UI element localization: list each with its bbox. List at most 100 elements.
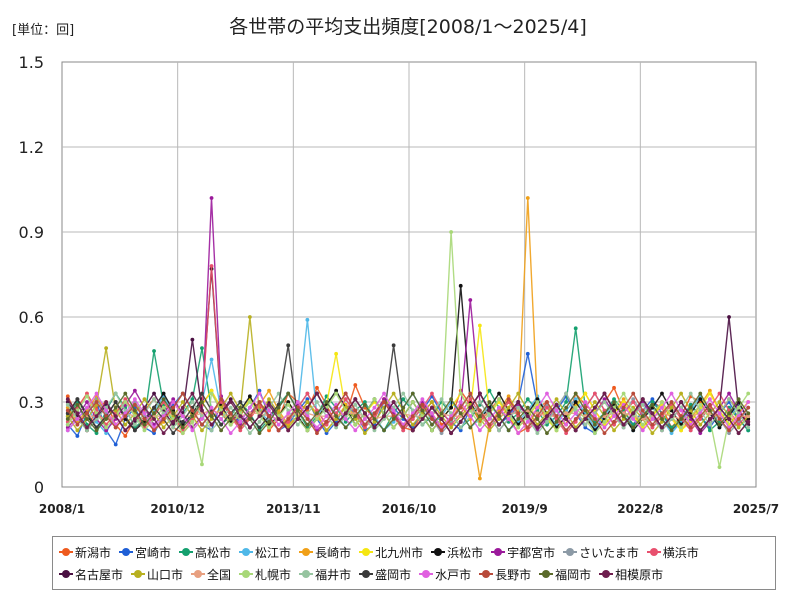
data-point [468,298,473,302]
data-point [305,422,310,427]
data-point [238,428,243,433]
legend-label: 高松市 [195,545,232,560]
data-point [247,425,252,430]
data-point [746,414,751,419]
data-point [640,428,645,433]
data-point [468,405,473,410]
data-point [592,422,597,427]
data-point [410,391,415,396]
chart-svg: [単位：回] 各世帯の平均支出頻度[2008/1～2025/4] 0 0.3 0.6… [12,16,779,516]
data-point [612,408,616,413]
data-point [525,196,530,200]
data-point [113,425,118,430]
data-point [458,283,463,288]
legend-marker-icon [599,569,614,579]
data-point [688,428,693,433]
data-point [353,422,358,427]
data-point [727,431,731,436]
data-point [487,422,492,427]
data-point [430,417,434,421]
data-point [612,414,616,419]
data-point [679,408,684,413]
data-point [391,417,396,421]
data-point [152,411,156,416]
data-point [142,417,147,421]
data-point [679,428,684,433]
legend-label: 名古屋市 [75,567,124,582]
data-point [439,428,444,433]
data-point [85,411,89,416]
data-point [497,414,501,419]
data-point [123,428,128,433]
data-point [401,405,406,410]
data-point [506,405,511,410]
legend-label: 山口市 [147,567,184,582]
data-point [554,402,559,407]
series-line [67,392,749,435]
data-point [161,405,166,410]
data-point [305,317,310,322]
data-point [171,419,176,424]
data-point [247,315,252,319]
data-point [305,397,310,402]
data-point [707,428,712,433]
data-point [449,230,454,234]
data-point [315,431,319,436]
data-point [746,428,751,433]
data-point [554,428,559,433]
data-point [420,422,425,427]
data-point [238,414,243,419]
legend-label: 長崎市 [315,545,352,560]
data-point [545,391,549,396]
data-point [477,414,482,419]
data-point [564,405,569,410]
legend-item: 横浜市 [646,541,699,563]
data-point [669,405,674,410]
data-point [545,431,549,436]
y-tick-label: 0.6 [19,308,44,327]
legend-marker-icon [239,547,254,557]
data-point [190,391,195,396]
data-point [85,417,89,421]
legend-item: 札幌市 [239,563,291,585]
data-point [372,425,377,430]
data-point [123,391,128,396]
data-point [707,388,712,393]
data-point [583,417,588,421]
data-point [602,419,607,424]
data-point [458,391,463,396]
data-point [602,411,607,416]
y-tick-label: 0.9 [19,223,44,242]
data-point [516,425,521,430]
data-point [545,419,549,424]
legend-label: 北九州市 [375,545,424,560]
data-point [209,422,214,427]
data-point [104,428,109,433]
data-point [650,422,655,427]
series-20 [65,391,751,436]
data-point [650,397,655,402]
data-point [190,428,195,433]
data-point [247,394,252,399]
data-point [276,405,281,410]
data-point [286,391,291,396]
data-point [497,428,501,433]
data-point [382,414,386,419]
data-point [506,397,511,402]
data-point [171,411,176,416]
data-point [219,417,224,421]
data-point [228,411,233,416]
data-point [401,414,406,419]
data-point [343,411,348,416]
data-point [94,391,99,396]
legend-marker-icon [419,569,434,579]
data-point [324,400,329,404]
data-point [132,428,137,433]
data-point [391,391,396,396]
data-point [612,385,616,390]
data-point [142,397,147,402]
data-point [305,428,310,433]
data-point [228,422,233,427]
y-tick-label: 0 [34,478,44,497]
data-point [679,425,684,430]
